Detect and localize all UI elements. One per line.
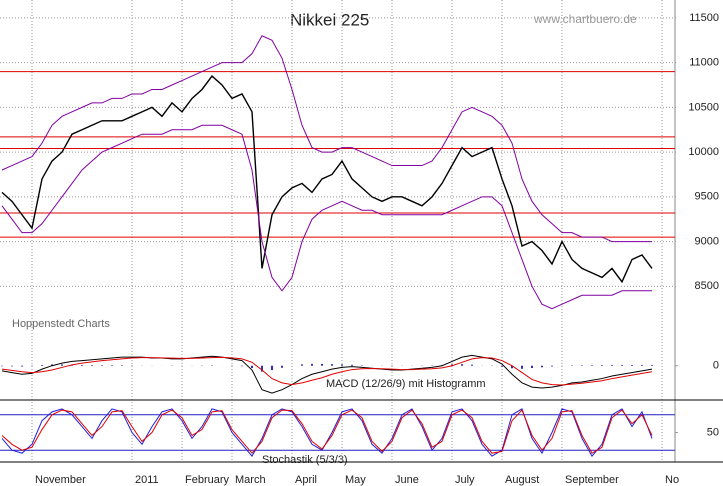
x-tick-label: July bbox=[455, 474, 475, 486]
chart-title: Nikkei 225 bbox=[290, 10, 369, 29]
histogram-bar bbox=[51, 364, 53, 366]
series-line bbox=[1, 75, 653, 284]
histogram-bar bbox=[601, 365, 603, 366]
histogram-bar bbox=[251, 365, 253, 369]
histogram-bar bbox=[271, 365, 273, 371]
y-tick-label: 9000 bbox=[695, 235, 719, 247]
y-tick-label: 50 bbox=[707, 426, 719, 438]
histogram-bar bbox=[331, 364, 333, 366]
x-tick-label: May bbox=[345, 474, 366, 486]
y-tick-label: 11000 bbox=[689, 57, 719, 69]
histogram-bar bbox=[521, 365, 523, 369]
histogram-bar bbox=[301, 364, 303, 366]
histogram-bar bbox=[341, 364, 343, 366]
histogram-bar bbox=[61, 364, 63, 366]
histogram-bar bbox=[321, 363, 323, 366]
series-line bbox=[1, 354, 653, 394]
histogram-bar bbox=[501, 365, 503, 367]
histogram-bar bbox=[241, 365, 243, 367]
histogram-bar bbox=[1, 365, 3, 367]
series-line bbox=[1, 409, 653, 454]
source: www.chartbuero.de bbox=[533, 12, 637, 26]
histogram-bar bbox=[281, 365, 283, 368]
note: Hoppenstedt Charts bbox=[12, 318, 110, 330]
series-line bbox=[1, 35, 652, 243]
x-tick-label: June bbox=[395, 474, 419, 486]
macd-label: MACD (12/26/9) mit Histogramm bbox=[326, 378, 486, 390]
histogram-bar bbox=[261, 365, 263, 372]
x-tick-label: March bbox=[235, 474, 266, 486]
histogram-bar bbox=[121, 365, 123, 366]
x-tick-label: November bbox=[35, 474, 86, 486]
histogram-bar bbox=[41, 364, 43, 366]
histogram-bar bbox=[91, 365, 93, 366]
y-tick-label: 8500 bbox=[695, 280, 719, 292]
histogram-bar bbox=[111, 365, 113, 366]
histogram-bar bbox=[81, 364, 83, 366]
histogram-bar bbox=[631, 364, 633, 366]
histogram-bar bbox=[11, 365, 13, 367]
x-tick-label: 2011 bbox=[135, 474, 159, 486]
y-tick-label: 0 bbox=[713, 360, 719, 372]
series-line bbox=[1, 408, 653, 457]
histogram-bar bbox=[451, 364, 453, 366]
x-tick-label: April bbox=[295, 474, 317, 486]
y-tick-label: 10500 bbox=[688, 101, 719, 113]
histogram-bar bbox=[651, 364, 653, 366]
histogram-bar bbox=[641, 364, 643, 366]
histogram-bar bbox=[531, 365, 533, 369]
histogram-bar bbox=[591, 365, 593, 366]
histogram-bar bbox=[101, 365, 103, 366]
histogram-bar bbox=[351, 364, 353, 366]
histogram-bar bbox=[311, 363, 313, 366]
y-tick-label: 11500 bbox=[689, 12, 719, 24]
x-tick-label: September bbox=[565, 474, 619, 486]
histogram-bar bbox=[461, 364, 463, 366]
histogram-bar bbox=[511, 365, 513, 369]
stoch-label: Stochastik (5/3/3) bbox=[262, 454, 348, 466]
x-tick-label: No bbox=[665, 474, 679, 486]
histogram-bar bbox=[471, 364, 473, 366]
y-tick-label: 9500 bbox=[695, 191, 719, 203]
series-line bbox=[1, 124, 652, 310]
histogram-bar bbox=[551, 365, 553, 367]
histogram-bar bbox=[611, 364, 613, 366]
x-tick-label: February bbox=[185, 474, 230, 486]
histogram-bar bbox=[21, 365, 23, 367]
histogram-bar bbox=[541, 365, 543, 368]
histogram-bar bbox=[621, 364, 623, 366]
y-tick-label: 10000 bbox=[688, 146, 719, 158]
series-line bbox=[1, 356, 653, 386]
x-tick-label: August bbox=[505, 474, 539, 486]
